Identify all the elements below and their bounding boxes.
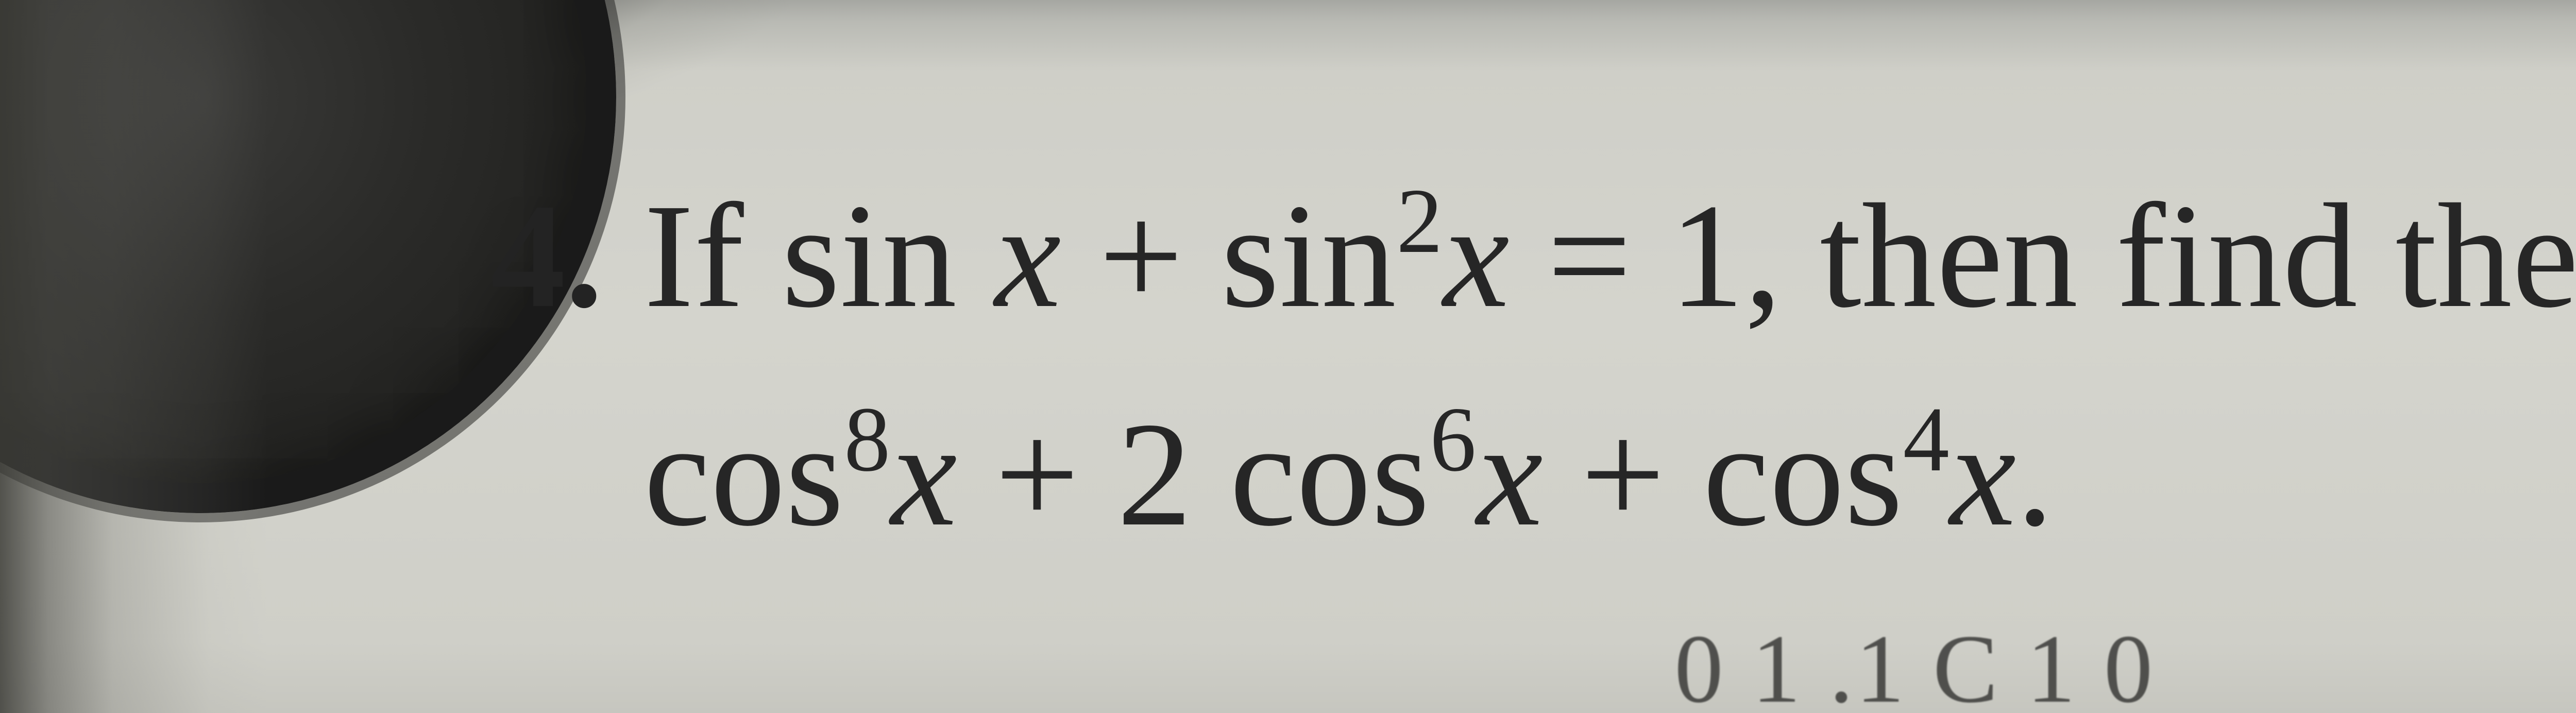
problem-text-line-2: cos8x + 2 cos6x + cos4x. xyxy=(644,383,2054,566)
problem-line-2: cos8x + 2 cos6x + cos4x. xyxy=(361,383,2576,566)
problem-number: 4. xyxy=(361,178,644,335)
exp-6: 6 xyxy=(1430,388,1476,490)
txt-if-sin: If sin xyxy=(644,173,995,338)
txt-plus-2cos: + 2 cos xyxy=(957,392,1430,557)
problem-text-line-1: If sin x + sin2x = 1, then find the valu… xyxy=(644,165,2576,347)
var-x-5: x xyxy=(1950,392,2016,557)
page-scan: 4. If sin x + sin2x = 1, then find the v… xyxy=(0,0,2576,713)
var-x-2: x xyxy=(1443,173,1510,338)
problem-4: 4. If sin x + sin2x = 1, then find the v… xyxy=(361,165,2576,566)
exp-4: 4 xyxy=(1903,388,1950,490)
var-x-1: x xyxy=(995,173,1061,338)
left-gutter-shadow xyxy=(0,0,268,713)
txt-period: . xyxy=(2016,392,2054,557)
txt-plus-sin: + sin xyxy=(1061,173,1396,338)
var-x-4: x xyxy=(1477,392,1543,557)
top-dark-blotch xyxy=(0,0,799,155)
txt-eq-then: = 1, then find the value of xyxy=(1510,173,2576,338)
exp-8: 8 xyxy=(844,388,890,490)
txt-plus-cos: + cos xyxy=(1543,392,1903,557)
exp-2: 2 xyxy=(1396,169,1443,272)
txt-cos-1: cos xyxy=(644,392,844,557)
problem-line-1: 4. If sin x + sin2x = 1, then find the v… xyxy=(361,165,2576,347)
var-x-3: x xyxy=(891,392,957,557)
cropped-next-line: 0 1 .1 C 1 0 xyxy=(1674,620,2576,713)
